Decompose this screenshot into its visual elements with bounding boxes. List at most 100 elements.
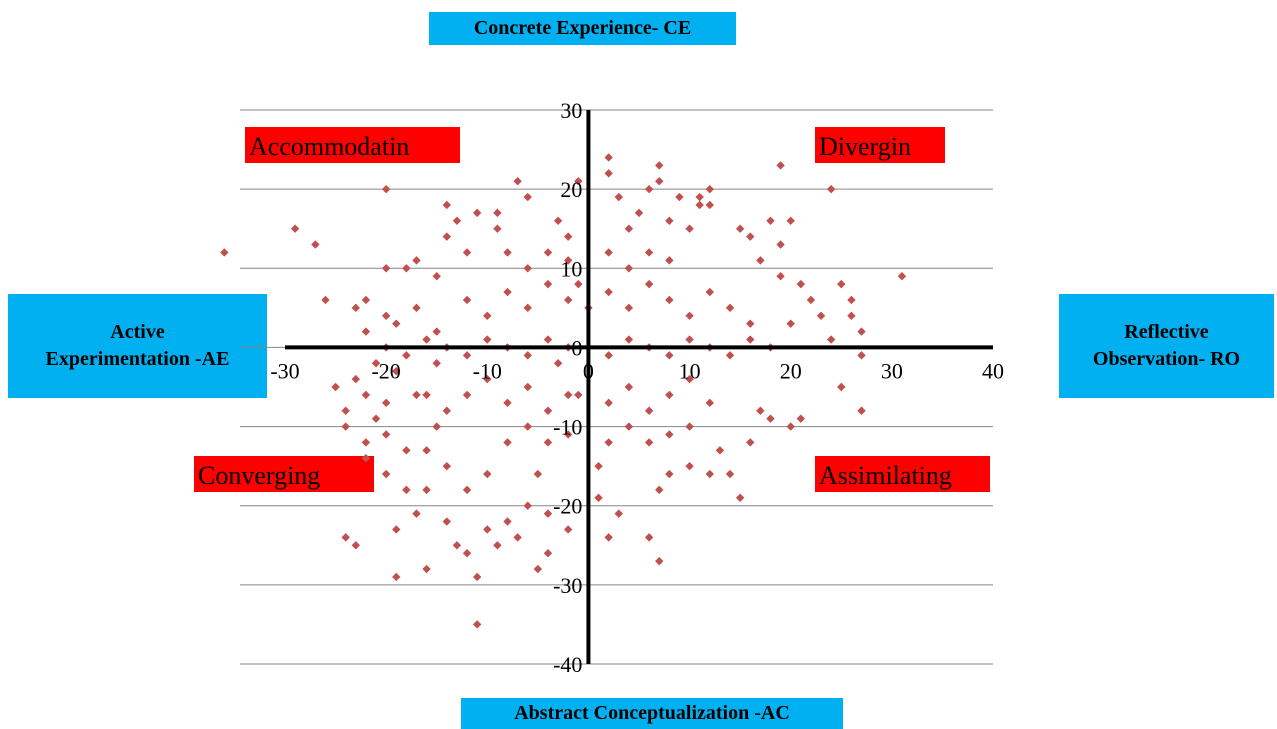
data-point: [472, 208, 482, 218]
data-point: [381, 398, 391, 408]
data-point: [644, 184, 654, 194]
data-point: [341, 533, 350, 542]
data-point: [503, 398, 512, 408]
data-point: [392, 525, 401, 534]
data-point: [523, 192, 532, 202]
quadrant-label-top-right: Divergin: [819, 132, 911, 161]
data-point: [493, 224, 502, 233]
data-point: [402, 264, 411, 273]
data-point: [786, 422, 795, 431]
quadrant-box-bottom-left: [194, 456, 374, 492]
data-point: [432, 327, 441, 336]
x-tick-label: -30: [270, 358, 299, 383]
data-point: [513, 533, 522, 542]
quadrant-label-bottom-left: Converging: [198, 461, 320, 490]
data-point: [655, 556, 664, 566]
data-point: [705, 398, 714, 408]
data-point: [644, 248, 654, 257]
x-tick-label: 0: [583, 358, 594, 383]
data-point: [624, 303, 634, 313]
data-point: [857, 327, 866, 336]
data-point: [837, 382, 846, 392]
data-point: [564, 232, 573, 241]
data-point: [543, 549, 553, 558]
data-point: [543, 279, 553, 289]
data-point: [675, 192, 684, 202]
data-point: [725, 469, 735, 479]
data-point: [381, 184, 391, 194]
data-point: [503, 287, 512, 297]
data-point: [786, 319, 795, 328]
data-point: [634, 208, 644, 218]
abstract-conceptualization-label: Abstract Conceptualization -AC: [461, 698, 843, 729]
data-point: [361, 295, 371, 305]
data-point: [442, 406, 452, 415]
y-tick-label: -10: [553, 415, 582, 440]
data-point: [422, 335, 431, 344]
data-point: [837, 279, 846, 289]
data-point: [422, 390, 431, 400]
data-point: [564, 390, 573, 400]
data-point: [665, 256, 674, 265]
data-point: [341, 422, 350, 431]
data-point: [725, 303, 735, 313]
x-tick-label: 40: [982, 358, 1004, 383]
data-point: [796, 414, 806, 423]
data-point: [290, 224, 300, 233]
reflective-observation-label: Reflective Observation- RO: [1059, 294, 1274, 398]
data-point: [725, 351, 735, 360]
data-point: [786, 216, 795, 225]
data-point: [604, 153, 613, 162]
data-point: [624, 382, 634, 392]
data-point: [493, 208, 502, 218]
data-point: [746, 438, 755, 447]
data-point: [756, 406, 765, 415]
data-point: [462, 549, 472, 558]
data-point: [402, 351, 411, 360]
data-point: [442, 461, 452, 471]
data-point: [553, 359, 563, 368]
data-point: [564, 256, 573, 265]
data-point: [665, 469, 674, 479]
data-point: [705, 200, 714, 210]
quadrant-label-top-left: Accommodatin: [249, 132, 409, 161]
data-point: [412, 256, 421, 265]
data-point: [624, 224, 634, 233]
data-point: [614, 192, 623, 202]
data-point: [564, 295, 573, 305]
data-point: [705, 469, 714, 479]
data-point: [472, 620, 482, 629]
data-point: [574, 279, 583, 289]
data-point: [341, 406, 350, 415]
data-point: [857, 406, 866, 415]
data-point: [432, 422, 441, 431]
data-point: [422, 446, 431, 455]
data-point: [523, 382, 532, 392]
data-point: [655, 485, 664, 495]
data-point: [604, 248, 613, 257]
data-point: [503, 517, 512, 526]
data-point: [361, 438, 371, 447]
data-point: [665, 216, 674, 225]
quadrant-box-top-left: [245, 127, 460, 163]
data-point: [665, 351, 674, 360]
data-point: [816, 311, 826, 320]
data-point: [412, 303, 421, 313]
data-point: [685, 461, 694, 471]
data-point: [392, 366, 401, 376]
data-point: [493, 541, 502, 550]
data-point: [624, 422, 634, 431]
reflective-observation-line1: Reflective: [1124, 321, 1209, 343]
data-point: [523, 422, 532, 431]
data-point: [311, 240, 320, 249]
data-point: [796, 279, 806, 289]
data-point: [735, 493, 745, 502]
data-point: [381, 311, 391, 320]
data-point: [351, 374, 360, 384]
x-tick-label: -20: [371, 358, 400, 383]
data-point: [826, 335, 836, 344]
data-point: [665, 295, 674, 305]
data-point: [624, 264, 634, 273]
data-point: [644, 533, 654, 542]
data-point: [665, 390, 674, 400]
